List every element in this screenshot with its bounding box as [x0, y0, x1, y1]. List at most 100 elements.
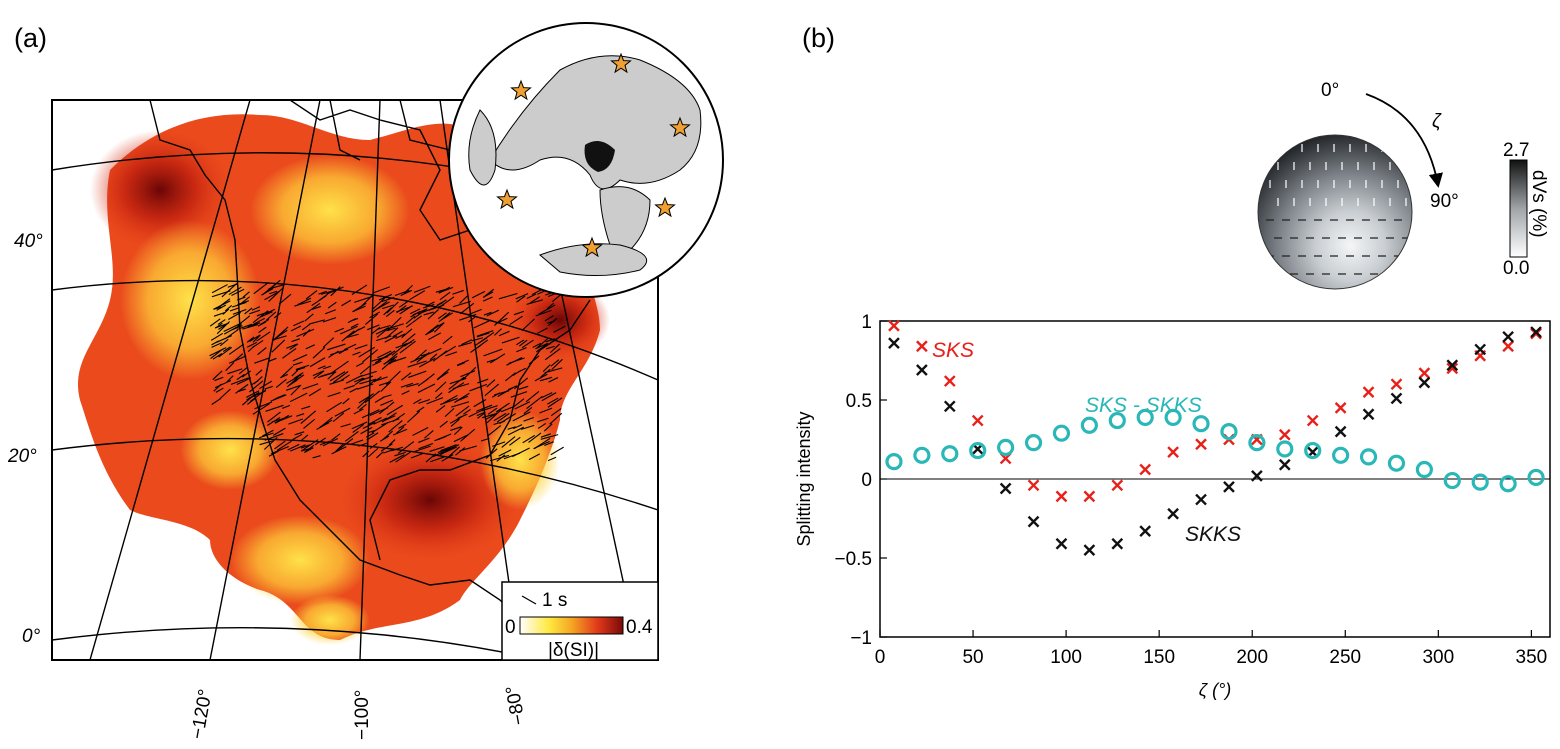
splitting-stick	[399, 340, 416, 354]
splitting-stick	[438, 286, 451, 294]
splitting-stick	[387, 316, 402, 331]
y-tick-label: 0.5	[846, 391, 872, 412]
splitting-stick	[509, 315, 523, 325]
splitting-stick	[289, 343, 299, 350]
splitting-stick	[501, 336, 520, 344]
splitting-stick	[383, 430, 394, 440]
data-point	[969, 441, 987, 460]
splitting-stick	[359, 364, 372, 375]
data-point	[1278, 458, 1291, 471]
splitting-stick	[476, 411, 485, 417]
splitting-stick	[413, 349, 427, 362]
splitting-stick	[258, 326, 267, 334]
splitting-stick	[360, 426, 373, 435]
splitting-stick	[461, 339, 473, 346]
splitting-stick	[386, 327, 396, 332]
splitting-stick	[228, 343, 244, 355]
splitting-stick	[388, 358, 397, 365]
splitting-stick	[311, 305, 322, 311]
splitting-stick	[549, 343, 560, 354]
data-point	[1334, 402, 1347, 414]
splitting-stick	[483, 288, 495, 298]
splitting-stick	[551, 358, 563, 371]
splitting-stick	[352, 305, 366, 313]
event-star	[610, 52, 632, 74]
data-point	[913, 446, 931, 464]
data-point	[1390, 378, 1403, 391]
splitting-stick	[214, 322, 229, 329]
splitting-stick	[519, 339, 528, 347]
splitting-stick	[382, 394, 392, 398]
data-point	[1334, 425, 1347, 438]
splitting-stick	[381, 418, 400, 426]
splitting-stick	[345, 333, 359, 339]
splitting-stick	[477, 378, 489, 384]
dvs-colorbar-label: dVs (%)	[1528, 170, 1549, 238]
splitting-stick	[379, 435, 390, 442]
splitting-stick	[286, 376, 299, 388]
splitting-stick	[543, 423, 553, 432]
data-point	[1220, 423, 1238, 441]
splitting-stick	[242, 324, 258, 330]
yellow-region-southeast	[480, 410, 560, 510]
splitting-stick	[289, 392, 308, 403]
splitting-stick	[528, 453, 541, 461]
splitting-stick	[493, 412, 507, 422]
splitting-stick	[362, 349, 379, 363]
data-point	[1304, 441, 1322, 460]
data-point	[943, 400, 956, 413]
splitting-stick	[228, 311, 242, 321]
data-point	[941, 445, 959, 463]
x-tick-label: 50	[962, 647, 983, 668]
splitting-stick	[326, 401, 342, 413]
splitting-stick	[340, 423, 351, 428]
splitting-stick	[401, 333, 416, 345]
splitting-stick	[209, 318, 221, 327]
splitting-stick	[515, 293, 529, 300]
splitting-stick	[445, 351, 458, 357]
splitting-stick	[352, 423, 365, 433]
splitting-stick	[553, 325, 566, 333]
splitting-stick	[540, 368, 551, 378]
splitting-stick	[212, 352, 223, 360]
splitting-stick	[341, 330, 355, 342]
splitting-stick	[219, 388, 231, 400]
splitting-stick	[377, 324, 391, 330]
splitting-stick	[409, 290, 426, 301]
splitting-stick	[373, 376, 388, 383]
splitting-stick	[342, 398, 350, 405]
splitting-stick	[521, 339, 534, 349]
data-point	[1251, 469, 1263, 482]
splitting-stick	[392, 330, 403, 338]
sks-annotation: SKS	[932, 339, 974, 362]
y-tick-label: 1	[861, 312, 872, 333]
splitting-stick	[329, 379, 345, 385]
splitting-stick	[400, 382, 414, 388]
splitting-stick	[238, 366, 249, 375]
splitting-stick	[544, 348, 561, 361]
splitting-stick	[217, 319, 226, 325]
splitting-stick	[533, 440, 550, 450]
splitting-stick	[528, 432, 542, 443]
splitting-stick	[312, 346, 326, 359]
splitting-stick	[522, 434, 536, 444]
splitting-stick	[430, 456, 445, 463]
splitting-stick	[550, 408, 562, 417]
splitting-stick	[330, 286, 341, 297]
splitting-stick	[295, 366, 306, 371]
data-point	[1278, 428, 1291, 441]
splitting-stick	[529, 296, 540, 304]
data-point	[885, 453, 903, 471]
splitting-stick	[540, 433, 551, 438]
splitting-stick	[369, 407, 389, 416]
splitting-stick	[215, 387, 224, 393]
splitting-stick	[451, 401, 470, 408]
splitting-stick	[252, 334, 261, 343]
data-point	[1306, 414, 1319, 427]
y-tick-label: −0.5	[834, 549, 872, 570]
splitting-stick	[438, 312, 451, 323]
splitting-stick	[454, 392, 470, 403]
splitting-stick	[447, 446, 460, 458]
splitting-stick	[546, 345, 555, 350]
data-point	[1027, 515, 1040, 528]
